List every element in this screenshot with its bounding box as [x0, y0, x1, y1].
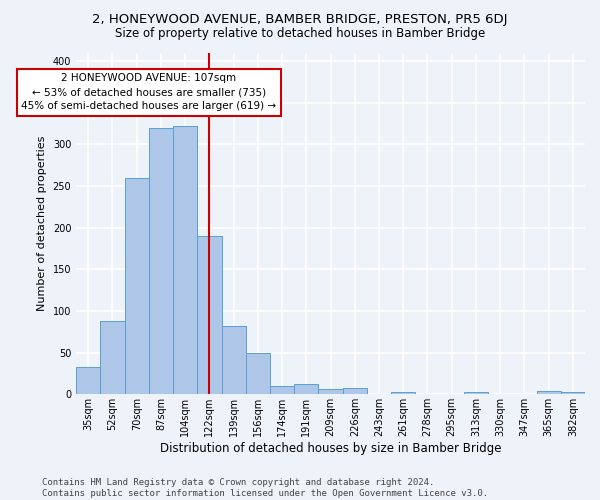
Text: 2 HONEYWOOD AVENUE: 107sqm
← 53% of detached houses are smaller (735)
45% of sem: 2 HONEYWOOD AVENUE: 107sqm ← 53% of deta…: [21, 74, 277, 112]
Bar: [294, 384, 319, 394]
Bar: [100, 321, 125, 394]
Bar: [173, 126, 197, 394]
X-axis label: Distribution of detached houses by size in Bamber Bridge: Distribution of detached houses by size …: [160, 442, 502, 455]
Bar: [125, 178, 149, 394]
Bar: [246, 352, 270, 395]
Bar: [197, 236, 221, 394]
Bar: [464, 392, 488, 394]
Bar: [561, 392, 585, 394]
Y-axis label: Number of detached properties: Number of detached properties: [37, 136, 47, 311]
Bar: [319, 390, 343, 394]
Bar: [149, 128, 173, 394]
Bar: [76, 367, 100, 394]
Text: Contains HM Land Registry data © Crown copyright and database right 2024.
Contai: Contains HM Land Registry data © Crown c…: [42, 478, 488, 498]
Bar: [343, 388, 367, 394]
Text: 2, HONEYWOOD AVENUE, BAMBER BRIDGE, PRESTON, PR5 6DJ: 2, HONEYWOOD AVENUE, BAMBER BRIDGE, PRES…: [92, 12, 508, 26]
Text: Size of property relative to detached houses in Bamber Bridge: Size of property relative to detached ho…: [115, 28, 485, 40]
Bar: [391, 392, 415, 394]
Bar: [270, 386, 294, 394]
Bar: [536, 391, 561, 394]
Bar: [221, 326, 246, 394]
